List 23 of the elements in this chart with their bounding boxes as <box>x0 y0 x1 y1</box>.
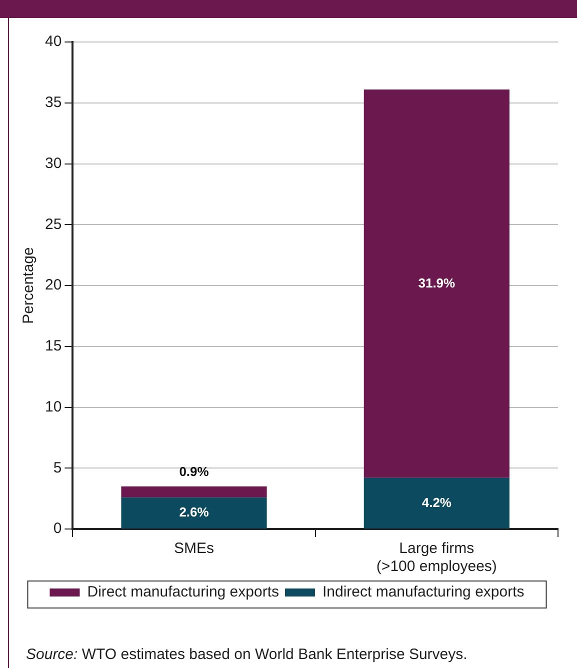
data-label: 31.9% <box>418 275 456 290</box>
bar <box>121 486 267 498</box>
legend-label: Indirect manufacturing exports <box>322 584 524 601</box>
bar <box>364 89 510 478</box>
y-tick-label: 5 <box>53 459 62 476</box>
y-axis-title: Percentage <box>20 247 38 324</box>
x-tick-label: SMEs <box>174 540 214 558</box>
data-label: 0.9% <box>179 464 210 479</box>
legend-label: Direct manufacturing exports <box>87 584 279 601</box>
y-tick-label: 35 <box>44 94 62 112</box>
y-tick-label: 25 <box>44 216 62 233</box>
data-label: 2.6% <box>179 504 210 520</box>
y-tick-label: 20 <box>44 276 62 294</box>
bar <box>121 497 267 528</box>
y-tick-label: 0 <box>53 520 62 538</box>
source-note: Source: WTO estimates based on World Bank Enterprise Surveys. <box>26 646 468 663</box>
data-label: 4.2% <box>422 494 452 510</box>
y-tick-label: 15 <box>44 338 62 355</box>
y-tick-label: 30 <box>44 154 62 172</box>
bar <box>364 478 510 528</box>
x-tick-label: Large firms (>100 employees) <box>376 540 497 576</box>
y-tick-label: 40 <box>44 33 62 50</box>
y-tick-label: 10 <box>44 398 62 416</box>
